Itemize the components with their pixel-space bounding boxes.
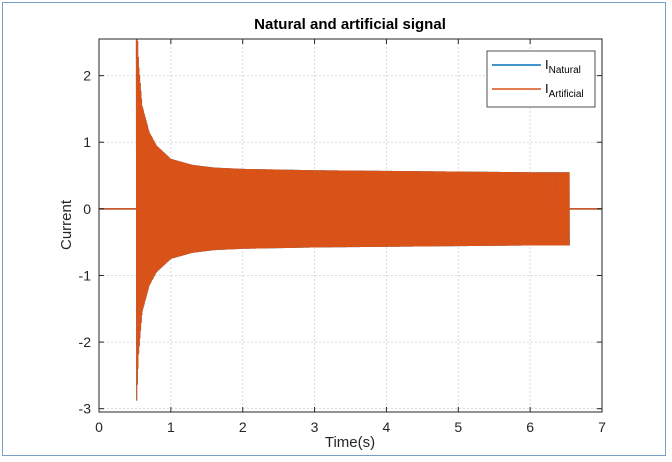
x-tick-label: 5 bbox=[454, 419, 462, 435]
legend-box bbox=[486, 50, 596, 108]
x-tick-label: 4 bbox=[383, 419, 391, 435]
y-tick-label: -2 bbox=[79, 334, 92, 350]
series-artificial bbox=[99, 39, 602, 401]
figure-frame: 0 1 2 3 4 5 6 7 -3 -2 -1 0 1 2 Natural and artificia… bbox=[2, 2, 666, 456]
x-tick-label: 6 bbox=[526, 419, 534, 435]
y-tick-label: -1 bbox=[79, 267, 92, 283]
plot-box bbox=[98, 38, 603, 413]
y-axis: -3 -2 -1 0 1 2 bbox=[79, 68, 602, 417]
legend-label-artificial: IArtificial bbox=[545, 81, 584, 100]
legend: INatural IArtificial bbox=[486, 50, 596, 108]
x-tick-label: 2 bbox=[239, 419, 247, 435]
chart-svg: 0 1 2 3 4 5 6 7 -3 -2 -1 0 1 2 Natural and artificia… bbox=[58, 16, 606, 451]
y-tick-label: 1 bbox=[83, 134, 91, 150]
x-tick-label: 3 bbox=[311, 419, 319, 435]
x-tick-label: 1 bbox=[167, 419, 175, 435]
series-tail-block bbox=[555, 172, 570, 246]
series-layer bbox=[99, 39, 602, 401]
chart-title: Natural and artificial signal bbox=[254, 16, 446, 33]
x-tick-label: 0 bbox=[95, 419, 103, 435]
y-tick-label: 2 bbox=[83, 68, 91, 84]
x-axis-title: Time(s) bbox=[325, 434, 375, 451]
y-tick-label: -3 bbox=[79, 401, 92, 417]
legend-label-natural: INatural bbox=[545, 57, 581, 76]
x-axis: 0 1 2 3 4 5 6 7 bbox=[95, 39, 606, 435]
y-axis-title: Current bbox=[58, 199, 75, 250]
y-tick-label: 0 bbox=[83, 201, 91, 217]
x-tick-label: 7 bbox=[598, 419, 606, 435]
series-oscillation bbox=[135, 39, 556, 401]
